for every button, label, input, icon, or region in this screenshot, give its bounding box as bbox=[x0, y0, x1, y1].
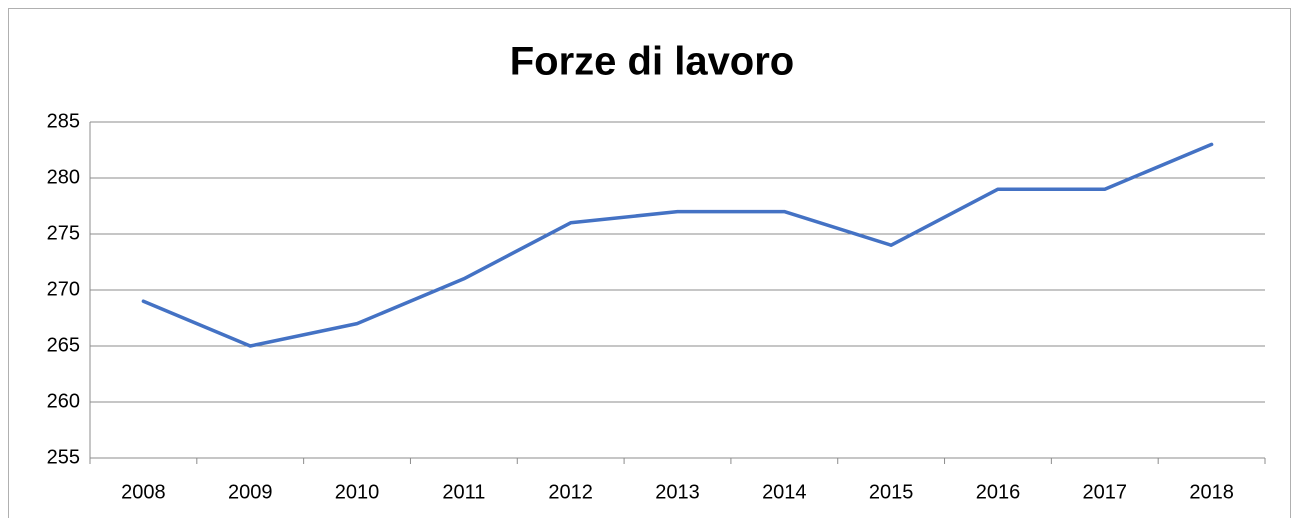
x-tick-label: 2017 bbox=[1083, 481, 1128, 503]
chart-border bbox=[8, 8, 1291, 518]
y-tick-label: 255 bbox=[47, 446, 80, 468]
x-tick-label: 2008 bbox=[121, 481, 166, 503]
y-tick-label: 285 bbox=[47, 110, 80, 132]
y-tick-label: 280 bbox=[47, 166, 80, 188]
chart-title: Forze di lavoro bbox=[510, 40, 795, 84]
x-tick-label: 2014 bbox=[762, 481, 807, 503]
y-tick-label: 265 bbox=[47, 334, 80, 356]
y-tick-label: 275 bbox=[47, 222, 80, 244]
x-tick-label: 2016 bbox=[976, 481, 1021, 503]
y-tick-label: 270 bbox=[47, 278, 80, 300]
y-tick-label: 260 bbox=[47, 390, 80, 412]
x-tick-label: 2018 bbox=[1189, 481, 1234, 503]
x-tick-label: 2013 bbox=[655, 481, 700, 503]
x-tick-label: 2011 bbox=[442, 481, 485, 503]
data-line bbox=[141, 142, 1214, 348]
x-tick-label: 2010 bbox=[335, 481, 380, 503]
x-tick-label: 2015 bbox=[869, 481, 914, 503]
x-tick-label: 2012 bbox=[548, 481, 593, 503]
x-tick-label: 2009 bbox=[228, 481, 273, 503]
